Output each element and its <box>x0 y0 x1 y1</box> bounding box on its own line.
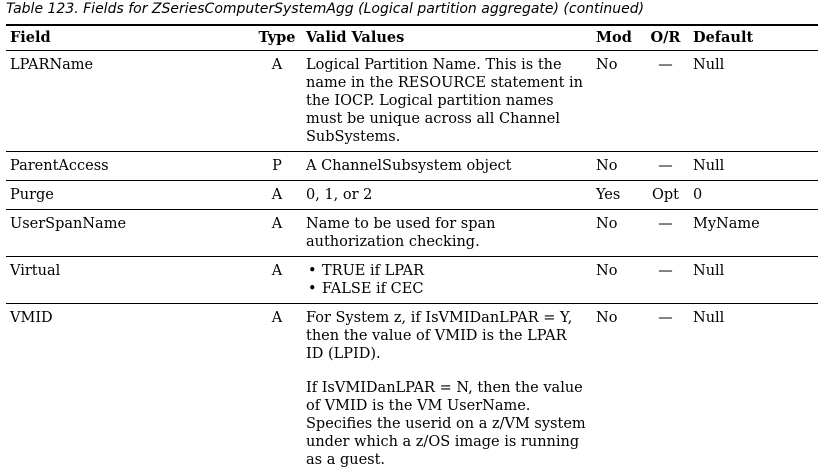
or-cell: — <box>642 304 689 474</box>
type-cell: A <box>252 257 302 304</box>
type-cell: A <box>252 51 302 152</box>
or-cell: — <box>642 210 689 257</box>
default-cell: Null <box>689 304 818 474</box>
header-type: Type <box>252 25 302 51</box>
default-cell: Null <box>689 51 818 152</box>
field-cell: Purge <box>6 181 252 210</box>
header-valid-values: Valid Values <box>302 25 592 51</box>
default-cell: MyName <box>689 210 818 257</box>
mod-cell: No <box>592 304 642 474</box>
mod-cell: Yes <box>592 181 642 210</box>
bullet-item: FALSE if CEC <box>306 280 588 298</box>
field-cell: Virtual <box>6 257 252 304</box>
mod-cell: No <box>592 152 642 181</box>
mod-cell: No <box>592 257 642 304</box>
field-cell: VMID <box>6 304 252 474</box>
valid-values-paragraph: Logical Partition Name. This is the name… <box>306 56 588 146</box>
valid-values-cell: TRUE if LPARFALSE if CEC <box>302 257 592 304</box>
valid-values-paragraph: For System z, if IsVMIDanLPAR = Y, then … <box>306 309 588 363</box>
header-default: Default <box>689 25 818 51</box>
field-cell: LPARName <box>6 51 252 152</box>
valid-values-cell: 0, 1, or 2 <box>302 181 592 210</box>
valid-values-paragraph: Name to be used for span authorization c… <box>306 215 588 251</box>
table-caption: Table 123. Fields for ZSeriesComputerSys… <box>6 1 644 17</box>
valid-values-cell: For System z, if IsVMIDanLPAR = Y, then … <box>302 304 592 474</box>
field-cell: ParentAccess <box>6 152 252 181</box>
header-row: Field Type Valid Values Mod O/R Default <box>6 25 818 51</box>
header-mod: Mod <box>592 25 642 51</box>
default-cell: Null <box>689 257 818 304</box>
valid-values-cell: A ChannelSubsystem object <box>302 152 592 181</box>
bullet-item: TRUE if LPAR <box>306 262 588 280</box>
valid-values-paragraph: A ChannelSubsystem object <box>306 157 588 175</box>
or-cell: — <box>642 152 689 181</box>
type-cell: A <box>252 210 302 257</box>
default-cell: Null <box>689 152 818 181</box>
header-field: Field <box>6 25 252 51</box>
valid-values-list: TRUE if LPARFALSE if CEC <box>306 262 588 298</box>
mod-cell: No <box>592 51 642 152</box>
or-cell: Opt <box>642 181 689 210</box>
valid-values-paragraph: If IsVMIDanLPAR = N, then the value of V… <box>306 379 588 469</box>
valid-values-paragraph: 0, 1, or 2 <box>306 186 588 204</box>
valid-values-cell: Logical Partition Name. This is the name… <box>302 51 592 152</box>
fields-table: Field Type Valid Values Mod O/R Default … <box>6 24 818 474</box>
type-cell: A <box>252 304 302 474</box>
or-cell: — <box>642 51 689 152</box>
default-cell: 0 <box>689 181 818 210</box>
mod-cell: No <box>592 210 642 257</box>
field-cell: UserSpanName <box>6 210 252 257</box>
valid-values-cell: Name to be used for span authorization c… <box>302 210 592 257</box>
type-cell: P <box>252 152 302 181</box>
header-or: O/R <box>642 25 689 51</box>
or-cell: — <box>642 257 689 304</box>
type-cell: A <box>252 181 302 210</box>
